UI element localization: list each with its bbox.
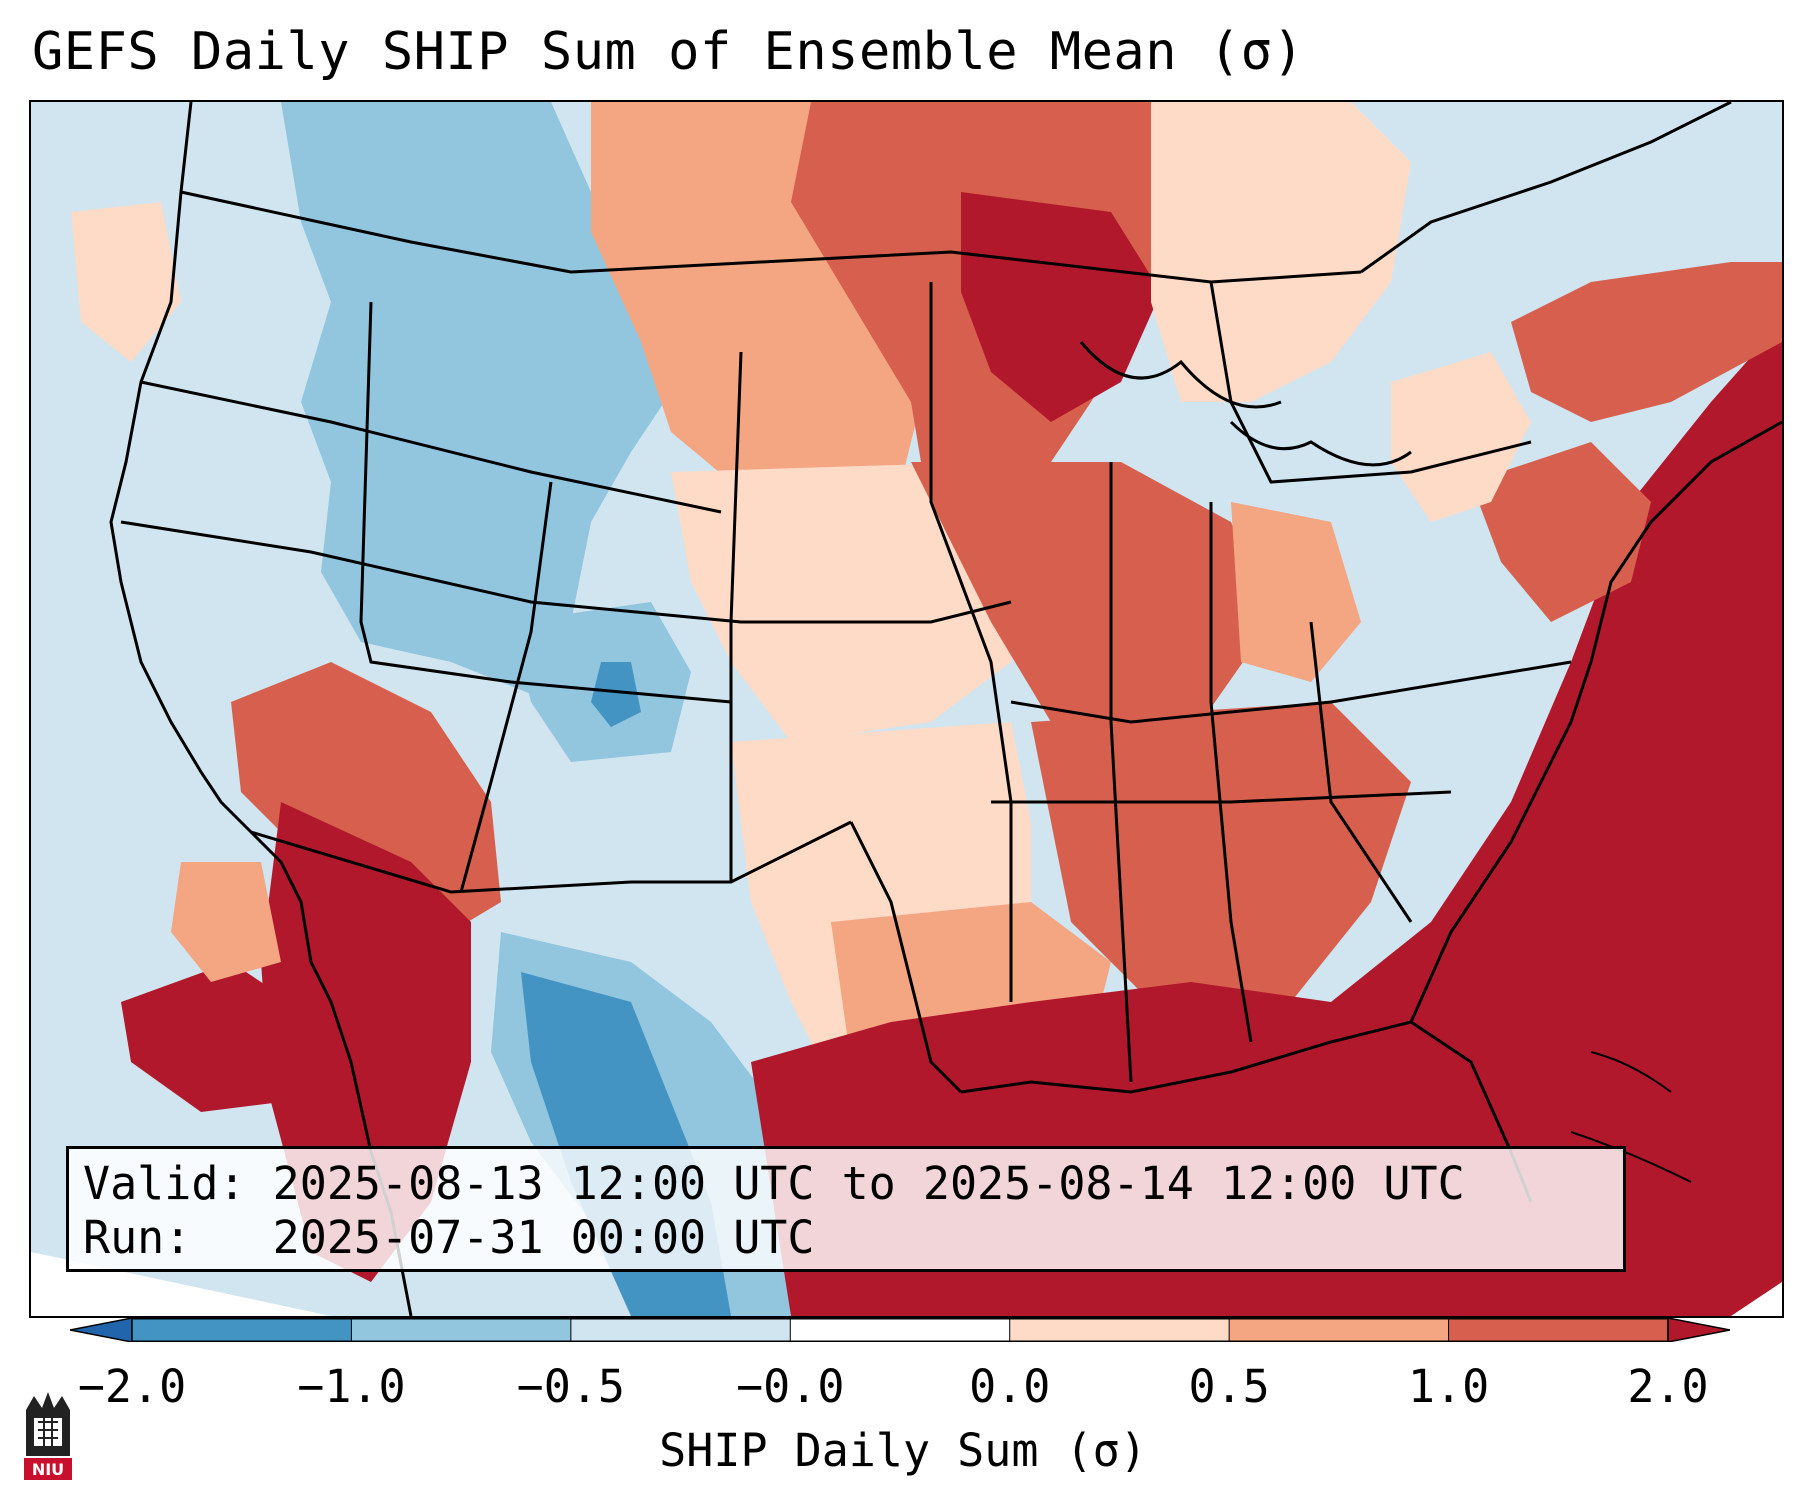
lake-erie-outline: [1229, 420, 1412, 467]
run-time-text: Run: 2025-07-31 00:00 UTC: [83, 1211, 815, 1264]
interior-border-b: [459, 481, 553, 893]
caribbean-islands: [1570, 1131, 1692, 1183]
map-title: GEFS Daily SHIP Sum of Ensemble Mean (σ): [32, 22, 1305, 82]
colorbar-segment: [570, 1318, 791, 1342]
niu-logo-text: NIU: [32, 1460, 64, 1479]
interior-border-e: [1109, 462, 1133, 1083]
field-blue-colorado-core: [591, 662, 641, 727]
canada-border-line: [180, 190, 1362, 284]
colorbar-segment: [790, 1318, 1011, 1342]
interior-border-a: [359, 301, 732, 704]
field-deep-red-great-lakes: [961, 192, 1161, 422]
atlantic-coast-line: [1409, 420, 1782, 1023]
colorbar-segment: [1009, 1318, 1230, 1342]
us-mexico-border-line: [250, 820, 852, 894]
interior-border-d: [929, 282, 1013, 1002]
interior-border-g: [1309, 621, 1413, 923]
ship-field-map: [31, 102, 1782, 1316]
interior-border-f: [1209, 502, 1253, 1043]
field-peach-ontario: [1151, 102, 1411, 402]
field-salmon-baja: [171, 862, 281, 982]
niu-logo: NIU: [24, 1392, 72, 1480]
colorbar-tick-label: 0.0: [969, 1360, 1051, 1413]
mid-state-line: [120, 520, 1012, 624]
map-panel: [29, 100, 1784, 1318]
islands: [1570, 1051, 1692, 1183]
colorbar-segment: [351, 1318, 572, 1342]
colorbar-tick-label: 1.0: [1407, 1360, 1490, 1413]
colorbar-extend-low: [70, 1318, 133, 1342]
field-red-southeast: [1031, 702, 1411, 1002]
field-light-blue-west: [281, 102, 671, 702]
colorbar-extend-high: [1667, 1318, 1730, 1342]
state-borders: [109, 102, 1782, 1316]
field-peach-northeast: [1391, 352, 1531, 522]
field-red-atlantic-north: [1471, 442, 1651, 622]
field-red-southwest: [231, 662, 501, 932]
colorbar-tick-label: −2.0: [77, 1360, 187, 1413]
colorbar-tick-label: −0.0: [736, 1360, 845, 1413]
valid-run-info-box: Valid: 2025-08-13 12:00 UTC to 2025-08-1…: [66, 1146, 1626, 1272]
colorbar-label: SHIP Daily Sum (σ): [659, 1424, 1147, 1477]
interior-border-c: [729, 351, 743, 882]
colorbar: [70, 1318, 1730, 1342]
field-peach-texas-east: [731, 722, 1031, 1082]
texas-coast-line: [849, 821, 963, 1094]
field-peach-pacific-nw: [71, 202, 181, 362]
interior-border-i: [991, 790, 1452, 804]
colorbar-segment: [1229, 1318, 1450, 1342]
field-deep-red-gulf-atlantic: [751, 322, 1782, 1316]
colorbar-tick-label: 0.5: [1188, 1360, 1270, 1413]
colorbar-tick-label: −0.5: [516, 1360, 626, 1413]
colorbar-tick-label: 2.0: [1627, 1360, 1709, 1413]
colorbar-tick-label: −1.0: [297, 1360, 406, 1413]
valid-time-text: Valid: 2025-08-13 12:00 UTC to 2025-08-1…: [83, 1157, 1465, 1210]
interior-border-j: [1209, 281, 1532, 484]
interior-border-h: [1010, 660, 1572, 724]
field-deep-red-pacific: [121, 962, 291, 1112]
field-red-midwest: [911, 462, 1271, 782]
northeast-border-line: [1360, 102, 1732, 274]
colorbar-segment: [132, 1318, 352, 1342]
colorbar-segment: [1448, 1318, 1669, 1342]
field-salmon-ohio: [1231, 502, 1361, 682]
field-red-new-england: [1511, 262, 1782, 422]
bahamas-islands: [1590, 1051, 1672, 1093]
great-lakes-outline: [1079, 341, 1282, 409]
gulf-coast-line: [960, 1020, 1533, 1203]
west-coast-line: [109, 102, 283, 864]
field-projection-edge-right: [1731, 1282, 1782, 1316]
northern-state-line: [140, 380, 722, 514]
